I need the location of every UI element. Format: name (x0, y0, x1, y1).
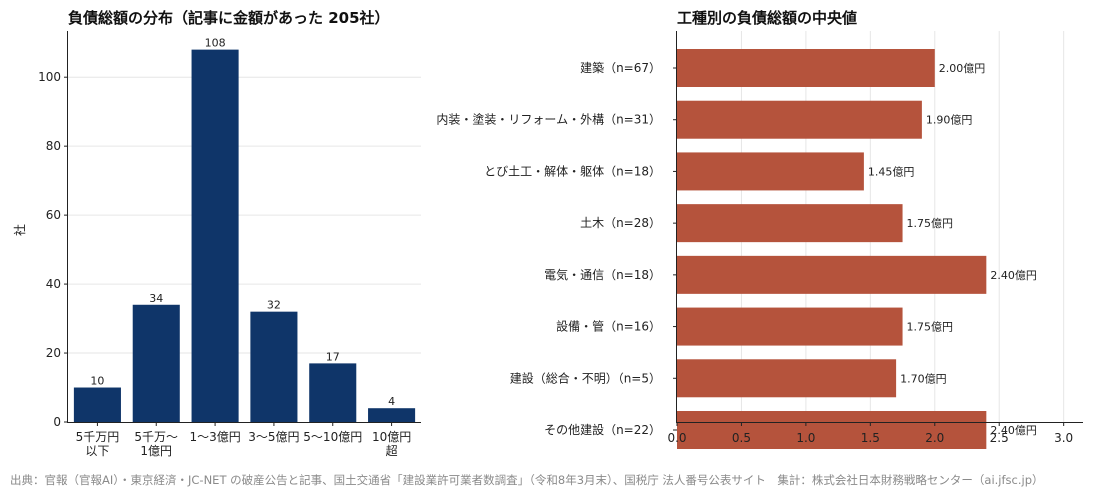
chart1-y-tick-label: 100 (38, 70, 61, 84)
chart2-bar (677, 359, 897, 398)
chart1-data-label: 108 (205, 37, 226, 50)
chart1-y-tick-label: 20 (46, 346, 61, 360)
chart2-bars (677, 49, 987, 449)
chart1-bar (368, 408, 416, 422)
chart2-data-label: 1.75億円 (907, 217, 954, 230)
chart1-data-label: 32 (267, 299, 281, 312)
source-footer: 出典：官報（官報AI）・東京経済・JC-NET の破産公告と記事、国土交通省「建… (10, 473, 1044, 487)
chart2-data-label: 2.40億円 (990, 424, 1036, 437)
chart2-x-tick-label: 2.5 (990, 431, 1009, 445)
chart2-x-tick-label: 3.0 (1054, 431, 1073, 445)
chart2-category-label: 建設（総合・不明）（n=5） (510, 370, 661, 385)
chart2-title: 工種別の負債総額の中央値 (677, 9, 857, 27)
chart2-data-label: 1.75億円 (907, 321, 954, 334)
chart1-bar (250, 311, 298, 422)
chart2-x-tick-label: 0.0 (667, 431, 686, 445)
chart1-data-labels: 10 34 108 32 17 4 (90, 37, 395, 409)
chart1-data-label: 34 (149, 292, 163, 305)
chart2-category-label: 建築（n=67） (580, 60, 661, 75)
chart2-bar (677, 255, 987, 294)
debt-distribution-chart: 負債総額の分布（記事に金額があった 205社） 社 10 34 108 32 17 4 0… (12, 9, 421, 458)
chart2-category-label: とび土工・解体・躯体（n=18） (484, 163, 661, 178)
chart2-category-label: 電気・通信（n=18） (544, 267, 661, 282)
chart2-x-ticks: 0.0 0.5 1.0 1.5 2.0 2.5 3.0 (667, 422, 1073, 445)
chart1-data-label: 10 (90, 375, 104, 388)
chart2-data-label: 1.70億円 (900, 372, 947, 385)
chart1-x-tick-label: 10億円 (372, 430, 411, 444)
chart1-y-tick-label: 80 (46, 139, 61, 153)
chart2-bar (677, 49, 935, 87)
chart2-bar (677, 152, 864, 191)
chart2-category-label: 設備・管（n=16） (556, 319, 661, 334)
chart2-bar (677, 307, 903, 346)
median-debt-by-trade-chart: 工種別の負債総額の中央値 2.00億円 1.90億円 1.45億円 1.75億円 2.4… (436, 9, 1083, 449)
chart1-x-tick-label: 超 (386, 443, 398, 458)
chart2-data-labels: 2.00億円 1.90億円 1.45億円 1.75億円 2.40億円 1.75億円 1.70… (868, 62, 1037, 437)
chart2-category-label: 内装・塗装・リフォーム・外構（n=31） (436, 112, 661, 127)
chart1-data-label: 17 (326, 350, 340, 363)
chart2-x-tick-label: 1.0 (796, 431, 815, 445)
chart1-bar (73, 387, 121, 422)
chart2-bar (677, 204, 903, 243)
chart1-title: 負債総額の分布（記事に金額があった 205社） (68, 9, 390, 27)
chart2-x-tick-label: 2.0 (925, 431, 944, 445)
chart1-x-tick-label: 5〜10億円 (303, 430, 362, 444)
chart2-category-label: 土木（n=28） (580, 216, 661, 230)
chart2-x-tick-label: 1.5 (861, 431, 880, 445)
chart1-y-tick-label: 40 (46, 277, 61, 291)
chart1-y-tick-label: 0 (53, 415, 61, 429)
chart2-category-ticks: 建築（n=67） 内装・塗装・リフォーム・外構（n=31） とび土工・解体・躯体（n… (436, 60, 677, 437)
chart2-data-label: 1.45億円 (868, 165, 915, 178)
chart1-y-axis-label: 社 (12, 224, 27, 236)
chart2-bar (677, 100, 922, 139)
chart1-x-tick-label: 5千万〜 (134, 430, 178, 444)
chart1-data-label: 4 (388, 395, 395, 408)
chart2-data-label: 2.00億円 (939, 62, 986, 75)
chart2-data-label: 1.90億円 (926, 114, 973, 127)
chart1-x-tick-label: 3〜5億円 (248, 430, 299, 444)
chart2-bar (677, 411, 987, 449)
chart1-y-tick-label: 60 (46, 208, 61, 222)
chart1-gridlines (68, 76, 421, 354)
chart1-bar (191, 49, 239, 422)
chart1-x-tick-label: 1億円 (140, 444, 172, 458)
chart1-x-tick-label: 5千万円 (76, 430, 120, 444)
chart1-x-tick-label: 1〜3億円 (189, 430, 240, 444)
chart2-category-label: その他建設（n=22） (544, 422, 661, 437)
chart1-x-tick-label: 以下 (85, 444, 109, 458)
chart2-data-label: 2.40億円 (990, 269, 1036, 282)
chart1-y-ticks: 0 20 40 60 80 100 (38, 70, 68, 429)
chart2-x-tick-label: 0.5 (732, 431, 751, 445)
chart1-bar (132, 304, 180, 422)
chart1-bars (73, 49, 416, 422)
chart1-bar (309, 363, 357, 422)
